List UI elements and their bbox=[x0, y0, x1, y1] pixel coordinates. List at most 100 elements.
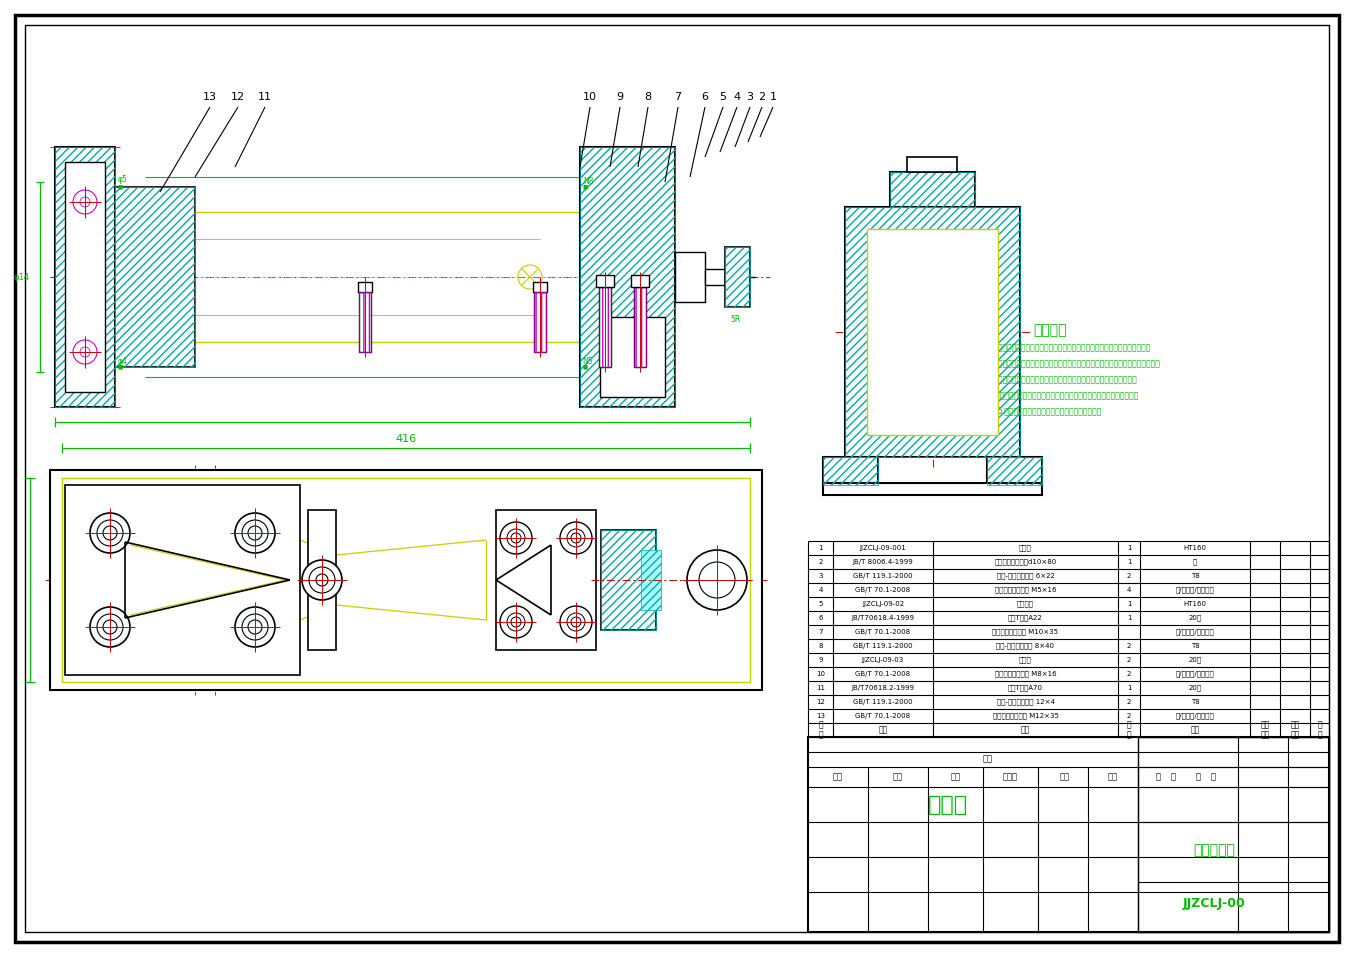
Text: 批准: 批准 bbox=[1108, 772, 1118, 782]
Bar bbox=[598, 287, 611, 367]
Text: T8: T8 bbox=[1190, 573, 1200, 579]
Bar bbox=[987, 457, 1043, 485]
Text: 第: 第 bbox=[1196, 772, 1201, 782]
Bar bbox=[705, 269, 724, 285]
Circle shape bbox=[571, 617, 581, 627]
Text: 10: 10 bbox=[816, 671, 825, 677]
Text: 材料: 材料 bbox=[1190, 725, 1200, 735]
Circle shape bbox=[510, 617, 521, 627]
Text: 11: 11 bbox=[816, 685, 825, 691]
Text: 6: 6 bbox=[701, 92, 708, 102]
Text: GB/T 70.1-2008: GB/T 70.1-2008 bbox=[856, 713, 910, 719]
Bar bbox=[307, 510, 336, 650]
Bar bbox=[823, 457, 877, 485]
Text: 416: 416 bbox=[395, 434, 417, 444]
Circle shape bbox=[567, 613, 585, 631]
Text: 1.选入组配的零件及部件（包括外购件、外协件），均必须具有检验部门的合格证方能进行组装。: 1.选入组配的零件及部件（包括外购件、外协件），均必须具有检验部门的合格证方能进… bbox=[949, 343, 1151, 351]
Circle shape bbox=[80, 197, 89, 207]
Bar bbox=[987, 457, 1043, 485]
Text: 总计
重量: 总计 重量 bbox=[1290, 721, 1300, 740]
Text: 活动T形块A22: 活动T形块A22 bbox=[1009, 614, 1043, 621]
Circle shape bbox=[89, 607, 130, 647]
Text: 12: 12 bbox=[232, 92, 245, 102]
Text: 钢/不锈钢/有色金属: 钢/不锈钢/有色金属 bbox=[1175, 671, 1215, 678]
Text: 单件
重量: 单件 重量 bbox=[1261, 721, 1270, 740]
Text: 1: 1 bbox=[1127, 685, 1131, 691]
Text: ■: ■ bbox=[118, 185, 123, 189]
Text: 1: 1 bbox=[818, 545, 823, 551]
Text: 组合件: 组合件 bbox=[927, 795, 968, 815]
Circle shape bbox=[242, 520, 268, 546]
Text: 2: 2 bbox=[1127, 713, 1131, 719]
Text: 审定: 审定 bbox=[1060, 772, 1070, 782]
Circle shape bbox=[561, 522, 592, 554]
Circle shape bbox=[103, 620, 116, 634]
Text: 备
注: 备 注 bbox=[1317, 721, 1322, 740]
Text: 2: 2 bbox=[1127, 643, 1131, 649]
Bar bbox=[631, 275, 649, 287]
Text: 活动手柄压紧螺母d10×80: 活动手柄压紧螺母d10×80 bbox=[994, 559, 1056, 566]
Text: 2: 2 bbox=[1127, 657, 1131, 663]
Bar bbox=[724, 247, 750, 307]
Bar bbox=[890, 172, 975, 207]
Bar bbox=[808, 737, 1330, 932]
Bar bbox=[359, 292, 371, 352]
Circle shape bbox=[73, 190, 97, 214]
Text: 内六角圆柱头螺钉 M10×35: 内六角圆柱头螺钉 M10×35 bbox=[992, 629, 1059, 635]
Circle shape bbox=[561, 606, 592, 638]
Text: 圆锥-不锈钢圆柱销 6×22: 圆锥-不锈钢圆柱销 6×22 bbox=[997, 572, 1055, 579]
Text: 钢/不锈钢/有色金属: 钢/不锈钢/有色金属 bbox=[1175, 629, 1215, 635]
Text: 6: 6 bbox=[818, 615, 823, 621]
Bar bbox=[907, 157, 957, 172]
Bar bbox=[533, 292, 546, 352]
Text: φ5: φ5 bbox=[118, 175, 127, 185]
Text: 4.组装产品各结合平面细零件加工过程的缺陷，毛刺和异物，保证部件结入时不磕碰。: 4.组装产品各结合平面细零件加工过程的缺陷，毛刺和异物，保证部件结入时不磕碰。 bbox=[961, 390, 1139, 399]
Text: GB/T 119.1-2000: GB/T 119.1-2000 bbox=[853, 573, 913, 579]
Bar bbox=[845, 207, 1020, 457]
Bar bbox=[634, 287, 646, 367]
Circle shape bbox=[309, 567, 334, 593]
Circle shape bbox=[236, 513, 275, 553]
Text: HT160: HT160 bbox=[1183, 601, 1206, 607]
Text: 13: 13 bbox=[816, 713, 825, 719]
Text: GB/T 70.1-2008: GB/T 70.1-2008 bbox=[856, 629, 910, 635]
Text: JB/T70618.2-1999: JB/T70618.2-1999 bbox=[852, 685, 914, 691]
Bar bbox=[676, 252, 705, 302]
Text: 4: 4 bbox=[818, 587, 823, 593]
Text: 数
量: 数 量 bbox=[1127, 721, 1132, 740]
Bar bbox=[65, 485, 301, 675]
Bar bbox=[357, 282, 372, 292]
Circle shape bbox=[571, 533, 581, 543]
Text: 5: 5 bbox=[818, 601, 823, 607]
Text: ■: ■ bbox=[582, 185, 588, 189]
Text: T8: T8 bbox=[1190, 699, 1200, 705]
Bar bbox=[600, 317, 665, 397]
Text: HT160: HT160 bbox=[1183, 545, 1206, 551]
Circle shape bbox=[103, 526, 116, 540]
Text: T8: T8 bbox=[1190, 643, 1200, 649]
Text: 代号: 代号 bbox=[879, 725, 888, 735]
Circle shape bbox=[506, 613, 525, 631]
Text: 技术要求: 技术要求 bbox=[1033, 323, 1067, 337]
Text: 3: 3 bbox=[746, 92, 753, 102]
Bar bbox=[50, 470, 762, 690]
Bar bbox=[56, 147, 115, 407]
Text: JJZCLJ-09-03: JJZCLJ-09-03 bbox=[862, 657, 904, 663]
Text: 2: 2 bbox=[818, 559, 823, 565]
Text: 序
号: 序 号 bbox=[818, 721, 823, 740]
Bar bbox=[724, 247, 750, 307]
Text: 圆锥-不锈钢圆柱销 8×40: 圆锥-不锈钢圆柱销 8×40 bbox=[997, 643, 1055, 649]
Text: JJZCLJ-09-02: JJZCLJ-09-02 bbox=[862, 601, 904, 607]
Text: 20钢: 20钢 bbox=[1189, 614, 1201, 621]
Text: 比例: 比例 bbox=[983, 754, 992, 764]
Text: 夹具装配图: 夹具装配图 bbox=[1193, 843, 1235, 857]
Bar bbox=[640, 550, 661, 610]
Circle shape bbox=[97, 614, 123, 640]
Bar bbox=[845, 207, 1020, 457]
Text: 1: 1 bbox=[1127, 601, 1131, 607]
Circle shape bbox=[506, 529, 525, 547]
Bar bbox=[56, 147, 115, 407]
Text: 圆锥-不锈钢圆柱销 12×4: 圆锥-不锈钢圆柱销 12×4 bbox=[997, 699, 1055, 705]
Text: 4: 4 bbox=[734, 92, 741, 102]
Text: 2: 2 bbox=[1127, 671, 1131, 677]
